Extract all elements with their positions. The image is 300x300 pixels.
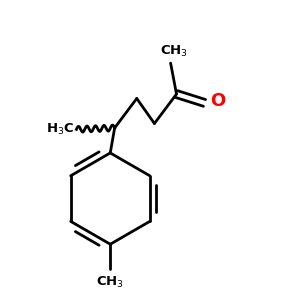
Text: O: O	[210, 92, 225, 110]
Text: CH$_3$: CH$_3$	[96, 274, 124, 290]
Text: H$_3$C: H$_3$C	[46, 122, 74, 137]
Text: CH$_3$: CH$_3$	[160, 44, 188, 59]
